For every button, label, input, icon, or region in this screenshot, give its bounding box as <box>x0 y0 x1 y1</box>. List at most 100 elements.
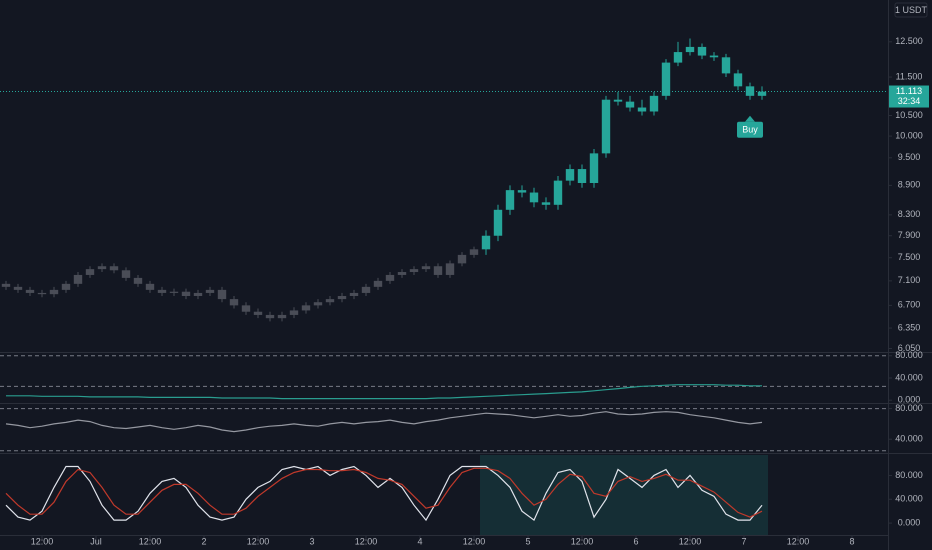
y-tick-label: 10.500 <box>895 110 923 120</box>
x-tick-label: 12:00 <box>355 536 378 546</box>
candle-body <box>421 266 431 270</box>
candle-body <box>733 73 743 87</box>
x-tick-label: Jul <box>90 536 102 546</box>
candle-body <box>289 310 299 315</box>
buy-label: Buy <box>742 125 758 135</box>
x-tick-label: 8 <box>849 536 854 546</box>
candle-body <box>193 292 203 297</box>
candle-body <box>361 286 371 293</box>
candle-body <box>61 283 71 290</box>
candle-body <box>145 283 155 290</box>
y-tick-label: 6.700 <box>898 300 921 310</box>
candle-body <box>709 55 719 58</box>
x-tick-label: 12:00 <box>679 536 702 546</box>
candle-body <box>541 202 551 205</box>
candle-body <box>97 266 107 270</box>
y-tick-label: 40.000 <box>895 494 923 504</box>
candle-body <box>553 180 563 205</box>
candle-body <box>601 99 611 154</box>
candle-body <box>385 274 395 281</box>
y-tick-label: 80.000 <box>895 350 923 360</box>
indicator-line <box>5 467 763 518</box>
x-tick-label: 6 <box>633 536 638 546</box>
candle-body <box>73 274 83 284</box>
candle-body <box>373 280 383 287</box>
candle-body <box>493 209 503 236</box>
candle-body <box>49 289 59 295</box>
candle-body <box>241 305 251 312</box>
candle-body <box>409 269 419 273</box>
candle-body <box>661 62 671 96</box>
shade <box>480 455 768 535</box>
y-tick-label: 9.500 <box>898 152 921 162</box>
candle-body <box>649 95 659 112</box>
candle-body <box>181 291 191 297</box>
y-tick-label: 80.000 <box>895 470 923 480</box>
y-tick-label: 8.300 <box>898 209 921 219</box>
x-tick-label: 7 <box>741 536 746 546</box>
candle-body <box>121 270 131 278</box>
candle-body <box>757 91 767 96</box>
y-tick-label: 0.000 <box>898 395 921 405</box>
y-tick-label: 11.500 <box>896 71 923 81</box>
x-tick-label: 5 <box>525 536 530 546</box>
x-tick-label: 12:00 <box>139 536 162 546</box>
candle-body <box>313 302 323 306</box>
candle-body <box>13 286 23 290</box>
indicator-line <box>6 384 762 400</box>
candle-body <box>505 190 515 210</box>
candle-body <box>565 169 575 181</box>
candle-body <box>445 263 455 275</box>
candle-body <box>589 153 599 183</box>
countdown-label: 32:34 <box>898 96 921 106</box>
y-tick-label: 10.000 <box>895 130 923 140</box>
last-price-label: 11.113 <box>896 86 922 96</box>
x-tick-label: 12:00 <box>31 536 54 546</box>
indicator-line <box>5 411 763 433</box>
candle-body <box>433 266 443 275</box>
candle-body <box>25 289 35 293</box>
x-tick-label: 12:00 <box>787 536 810 546</box>
candle-body <box>169 291 179 293</box>
y-tick-label: 6.050 <box>898 343 921 353</box>
candle-body <box>85 269 95 275</box>
candle-body <box>673 52 683 63</box>
unit-box[interactable] <box>894 2 928 18</box>
candle-body <box>205 289 215 293</box>
candle-body <box>721 57 731 74</box>
candle-body <box>133 277 143 284</box>
candle-body <box>481 235 491 250</box>
candle-body <box>529 192 539 203</box>
y-tick-label: 40.000 <box>895 372 923 382</box>
candle-body <box>517 190 527 193</box>
y-tick-label: 7.900 <box>898 230 921 240</box>
candle-body <box>637 107 647 112</box>
y-tick-label: 12.500 <box>895 36 923 46</box>
candle-body <box>301 305 311 311</box>
candle-body <box>265 314 275 319</box>
x-tick-label: 2 <box>201 536 206 546</box>
candle-body <box>469 249 479 255</box>
candle-body <box>109 266 119 271</box>
candle-body <box>37 292 47 295</box>
candle-body <box>253 311 263 315</box>
y-tick-label: 8.900 <box>898 180 921 190</box>
last-price-box <box>889 85 929 108</box>
candle-body <box>157 289 167 293</box>
y-tick-label: 7.500 <box>898 252 921 262</box>
candle-body <box>577 169 587 183</box>
indicator-line <box>5 465 763 522</box>
candle-body <box>325 299 335 303</box>
candle-body <box>1 283 11 287</box>
candle-body <box>277 314 287 319</box>
buy-box <box>737 121 763 138</box>
x-tick-label: 12:00 <box>571 536 594 546</box>
candle-body <box>349 292 359 297</box>
candle-body <box>625 101 635 108</box>
candle-body <box>217 289 227 300</box>
candle-body <box>613 99 623 102</box>
candle-body <box>685 46 695 53</box>
y-tick-label: 0.000 <box>898 517 921 527</box>
